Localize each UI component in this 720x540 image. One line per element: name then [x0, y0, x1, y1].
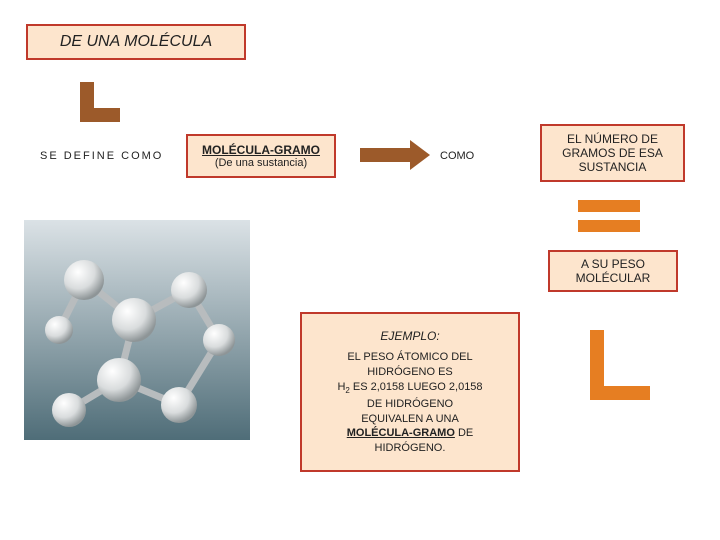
equals-sign: [578, 196, 644, 236]
molecula-gramo-title: MOLÉCULA-GRAMO: [202, 143, 320, 157]
elbow-connector-2: [590, 330, 650, 400]
ejemplo-line-underline: MOLÉCULA-GRAMO: [347, 427, 455, 439]
ejemplo-line: EQUIVALEN A UNA: [361, 413, 459, 425]
title-text: DE UNA MOLÉCULA: [60, 33, 212, 51]
como-label: COMO: [440, 150, 474, 162]
molecula-gramo-box: MOLÉCULA-GRAMO (De una sustancia): [186, 134, 336, 178]
ejemplo-line: DE HIDRÓGENO: [367, 398, 453, 410]
ejemplo-line: EL PESO ÁTOMICO DEL: [347, 351, 472, 363]
ejemplo-line: DE: [455, 427, 473, 439]
arrow-como: [360, 140, 434, 168]
ejemplo-title: EJEMPLO:: [380, 328, 439, 344]
ejemplo-line: HIDRÓGENO.: [375, 442, 446, 454]
ejemplo-line: HIDRÓGENO ES: [367, 366, 453, 378]
molecule-image: [24, 220, 250, 440]
ejemplo-box: EJEMPLO: EL PESO ÁTOMICO DEL HIDRÓGENO E…: [300, 312, 520, 472]
peso-text: A SU PESO MOLÉCULAR: [558, 257, 668, 285]
molecula-gramo-sub: (De una sustancia): [215, 157, 307, 169]
numero-gramos-text: EL NÚMERO DE GRAMOS DE ESA SUSTANCIA: [550, 132, 675, 174]
elbow-connector-1: [80, 82, 110, 122]
ejemplo-line: ES 2,0158 LUEGO 2,0158: [350, 381, 483, 393]
peso-molecular-box: A SU PESO MOLÉCULAR: [548, 250, 678, 292]
numero-gramos-box: EL NÚMERO DE GRAMOS DE ESA SUSTANCIA: [540, 124, 685, 182]
se-define-label: SE DEFINE COMO: [40, 150, 163, 162]
title-box: DE UNA MOLÉCULA: [26, 24, 246, 60]
ejemplo-body: EL PESO ÁTOMICO DEL HIDRÓGENO ES H2 ES 2…: [337, 350, 482, 456]
